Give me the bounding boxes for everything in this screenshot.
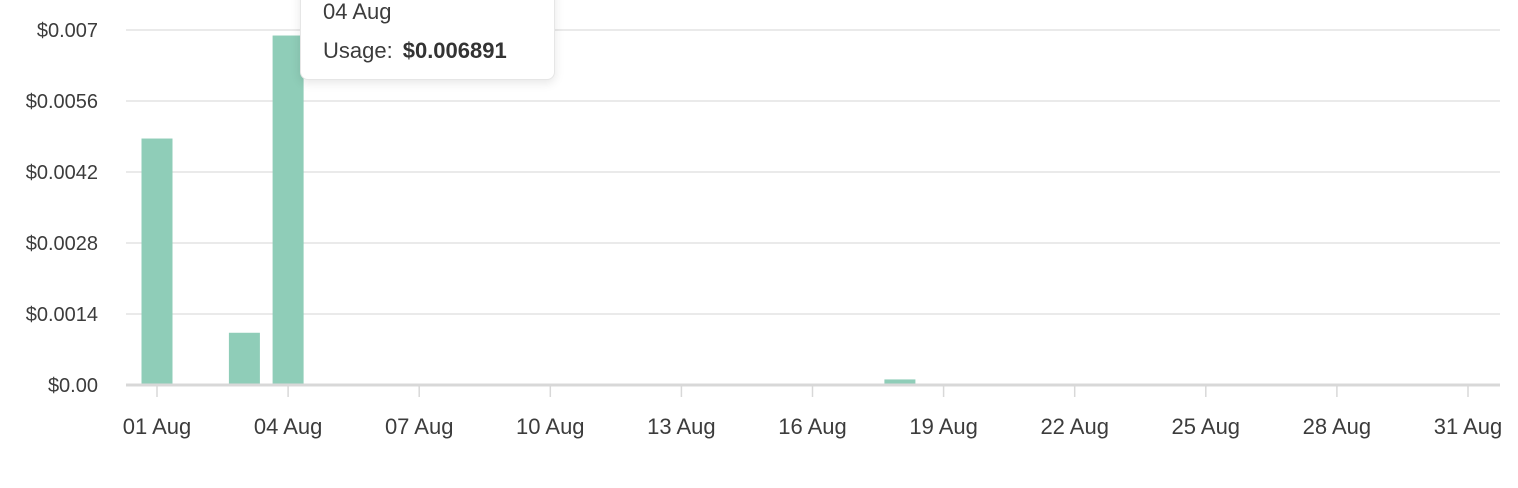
x-tick-label: 25 Aug [1172, 414, 1241, 439]
y-tick-label: $0.0056 [26, 91, 98, 113]
tooltip-date: 04 Aug [323, 0, 392, 24]
tooltip-label: Usage: [323, 38, 393, 63]
bar-layer [141, 35, 916, 385]
y-tick-label: $0.0028 [26, 233, 98, 255]
bar-03-aug[interactable] [228, 332, 260, 385]
x-tick-label: 13 Aug [647, 414, 716, 439]
y-tick-label: $0.00 [48, 375, 98, 397]
y-tick-label: $0.0014 [26, 304, 98, 326]
hover-tooltip: 04 Aug Usage: $0.006891 [300, 0, 555, 80]
x-tick-label: 31 Aug [1434, 414, 1503, 439]
x-tick-label: 04 Aug [254, 414, 323, 439]
x-tick-label: 28 Aug [1303, 414, 1372, 439]
bar-01-aug[interactable] [141, 138, 173, 385]
bar-04-aug[interactable] [272, 35, 304, 385]
bar-18-aug[interactable] [884, 379, 916, 385]
x-tick-label: 19 Aug [909, 414, 978, 439]
y-tick-label: $0.007 [37, 20, 98, 42]
tooltip-value: $0.006891 [402, 38, 507, 63]
tooltip-row: Usage: $0.006891 [323, 38, 507, 64]
x-tick-label: 16 Aug [778, 414, 847, 439]
x-tick-label: 22 Aug [1040, 414, 1109, 439]
x-tick-label: 10 Aug [516, 414, 585, 439]
axis-layer: $0.00 $0.0014 $0.0028 $0.0042 $0.0056 $0.007 0… [26, 20, 1503, 439]
x-tick-label: 07 Aug [385, 414, 454, 439]
y-tick-label: $0.0042 [26, 162, 98, 184]
x-tick-label: 01 Aug [123, 414, 192, 439]
